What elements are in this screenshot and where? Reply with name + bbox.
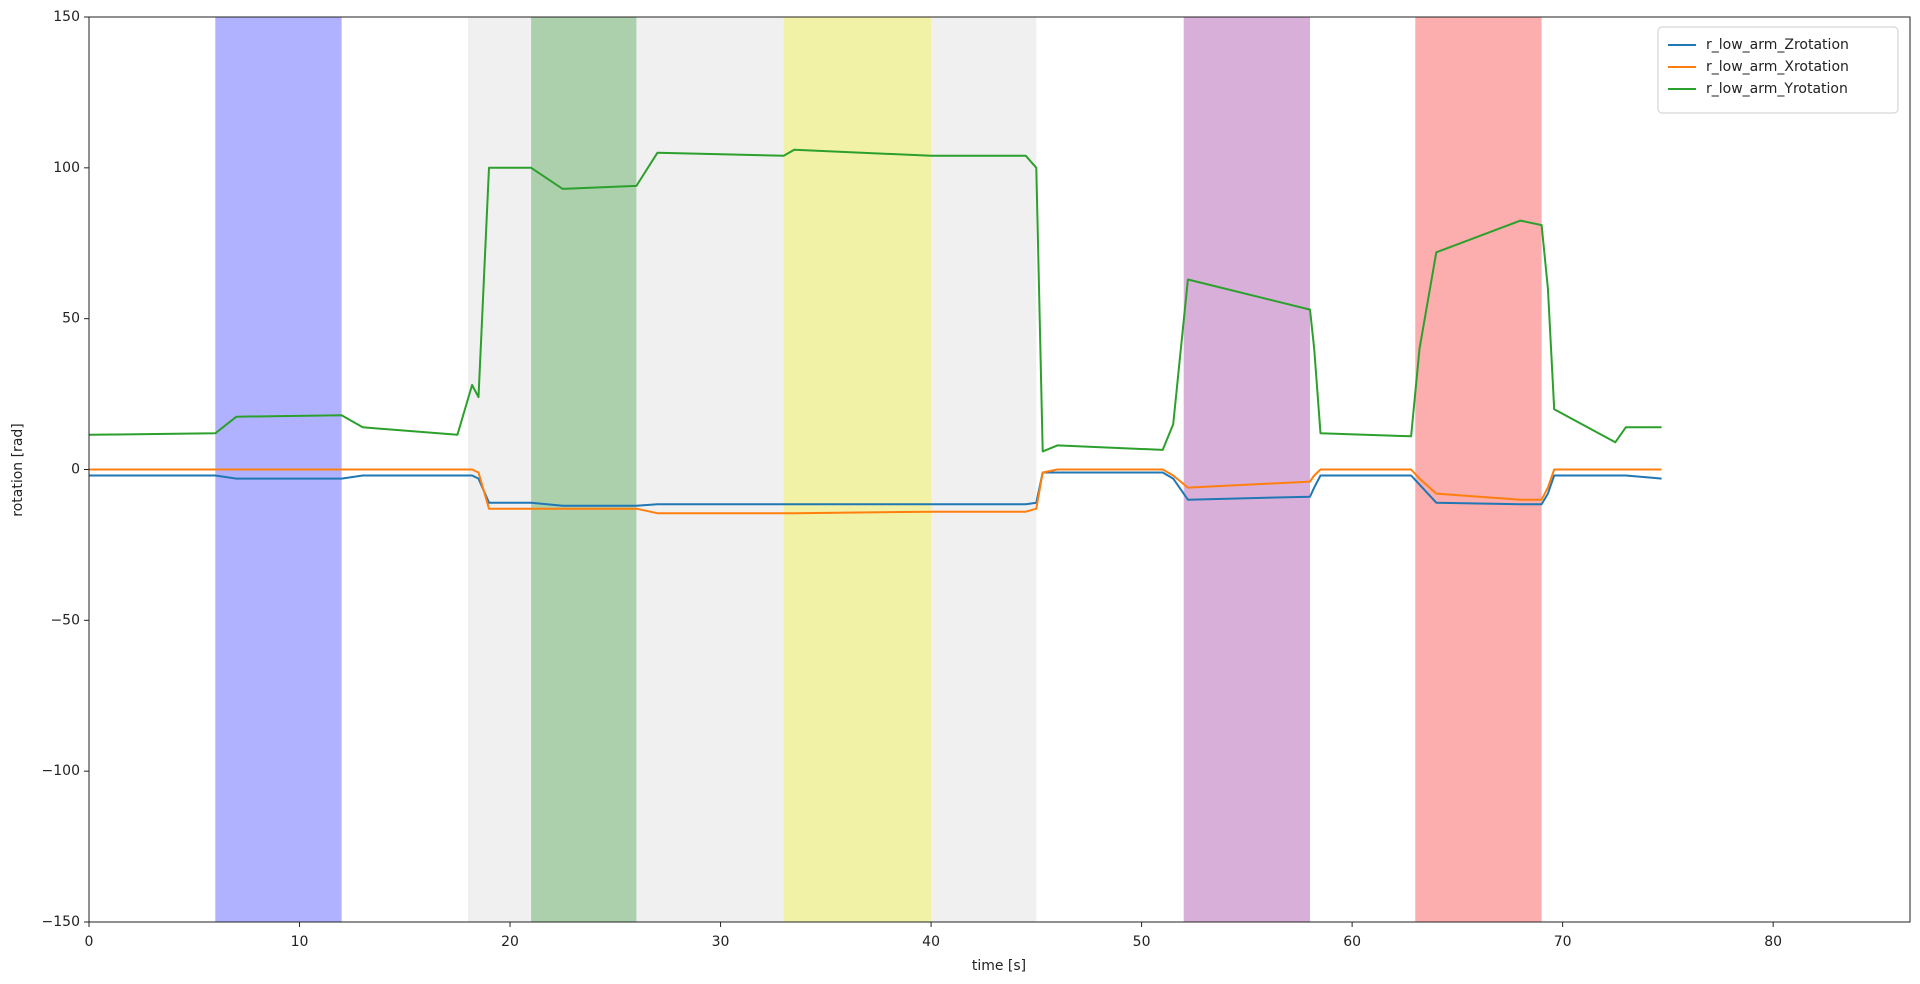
series-line (88, 148, 1662, 453)
shaded-span (1415, 17, 1542, 922)
x-tick-label: 40 (922, 934, 940, 950)
x-tick-label: 50 (1133, 934, 1151, 950)
shaded-span (783, 17, 932, 922)
legend-label: r_low_arm_Xrotation (1706, 59, 1849, 75)
x-tick-label: 10 (291, 934, 309, 950)
y-tick-label: 100 (53, 160, 80, 176)
y-tick-label: −150 (42, 914, 80, 930)
x-tick-label: 0 (85, 934, 94, 950)
y-tick-label: 150 (53, 9, 80, 25)
legend-box (1657, 26, 1899, 114)
x-tick-label: 60 (1343, 934, 1361, 950)
legend-label: r_low_arm_Zrotation (1706, 37, 1849, 53)
y-tick-label: 50 (62, 311, 80, 327)
plot-frame (88, 16, 1911, 923)
y-tick-label: −50 (50, 612, 80, 628)
y-tick-label: 0 (71, 462, 80, 478)
x-tick-label: 30 (712, 934, 730, 950)
legend-label: r_low_arm_Yrotation (1706, 81, 1848, 97)
shaded-span (1183, 17, 1311, 922)
x-tick-label: 20 (501, 934, 519, 950)
y-tick-label: −100 (42, 763, 80, 779)
series-line (89, 468, 1662, 515)
x-axis-label: time [s] (972, 958, 1026, 974)
x-tick-label: 70 (1554, 934, 1572, 950)
y-axis-label: rotation [rad] (10, 423, 26, 517)
x-tick-label: 80 (1764, 934, 1782, 950)
shaded-span (531, 17, 637, 922)
